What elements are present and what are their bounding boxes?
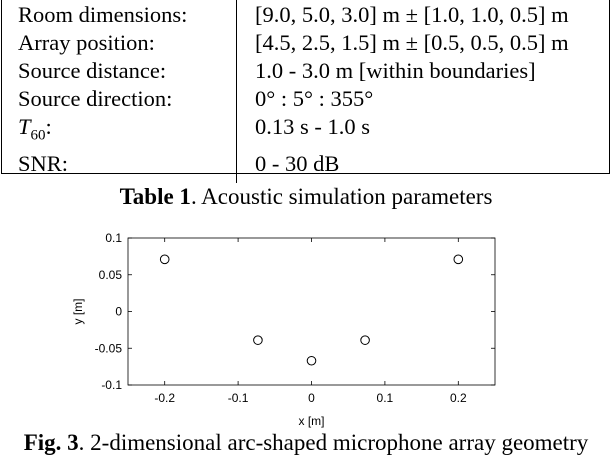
figure-caption: Fig. 3. 2-dimensional arc-shaped microph… <box>0 430 612 456</box>
x-tick-label: 0.1 <box>377 391 394 405</box>
table-row: SNR: 0 - 30 dB <box>1 149 611 183</box>
mic-point <box>360 335 370 345</box>
table-row: T60: 0.13 s - 1.0 s <box>1 113 611 150</box>
table-row: Source direction: 0° : 5° : 355° <box>1 85 611 113</box>
table-row: Room dimensions: [9.0, 5.0, 3.0] m ± [1.… <box>1 0 611 29</box>
mic-point <box>453 254 464 265</box>
y-tick-label: 0.1 <box>105 231 122 245</box>
t60-symbol: T <box>18 114 31 139</box>
param-value: 1.0 - 3.0 m [within boundaries] <box>255 58 536 83</box>
param-label: Source direction: <box>1 85 237 113</box>
param-label: Array position: <box>1 29 237 57</box>
x-tick-label: 0 <box>308 391 315 405</box>
t60-colon: : <box>45 114 52 139</box>
table-row: Array position: [4.5, 2.5, 1.5] m ± [0.5… <box>1 29 611 57</box>
x-axis-label: x [m] <box>299 414 325 428</box>
param-value: [9.0, 5.0, 3.0] m ± [1.0, 1.0, 0.5] m <box>255 2 569 27</box>
mic-point <box>253 335 263 345</box>
y-tick-label: 0.05 <box>99 268 123 282</box>
table-caption-text: . Acoustic simulation parameters <box>190 184 493 209</box>
parameter-table: Room dimensions: [9.0, 5.0, 3.0] m ± [1.… <box>1 0 611 183</box>
x-tick-label: 0.2 <box>450 391 467 405</box>
t60-subscript: 60 <box>30 127 46 144</box>
table-row: Source distance: 1.0 - 3.0 m [within bou… <box>1 57 611 85</box>
mic-point <box>159 254 170 265</box>
param-label: Room dimensions: <box>1 0 237 29</box>
param-value: [4.5, 2.5, 1.5] m ± [0.5, 0.5, 0.5] m <box>255 30 569 55</box>
y-axis-label: y [m] <box>71 299 85 325</box>
param-label: SNR: <box>1 149 237 183</box>
x-tick-label: -0.1 <box>228 391 249 405</box>
y-tick-label: -0.1 <box>101 378 122 392</box>
y-tick-label: -0.05 <box>95 341 123 355</box>
x-tick-label: -0.2 <box>154 391 175 405</box>
figure-caption-text: . 2-dimensional arc-shaped microphone ar… <box>78 430 589 455</box>
y-tick-label: 0 <box>115 305 122 319</box>
table-caption: Table 1. Acoustic simulation parameters <box>0 184 612 210</box>
table-caption-label: Table 1 <box>119 184 191 209</box>
param-label-t60: T60: <box>1 113 237 150</box>
figure-caption-label: Fig. 3 <box>23 430 79 455</box>
mic-point <box>306 355 317 366</box>
param-value: 0.13 s - 1.0 s <box>255 114 371 139</box>
param-value: 0° : 5° : 355° <box>255 86 374 111</box>
param-label: Source distance: <box>1 57 237 85</box>
param-value: 0 - 30 dB <box>255 150 340 176</box>
